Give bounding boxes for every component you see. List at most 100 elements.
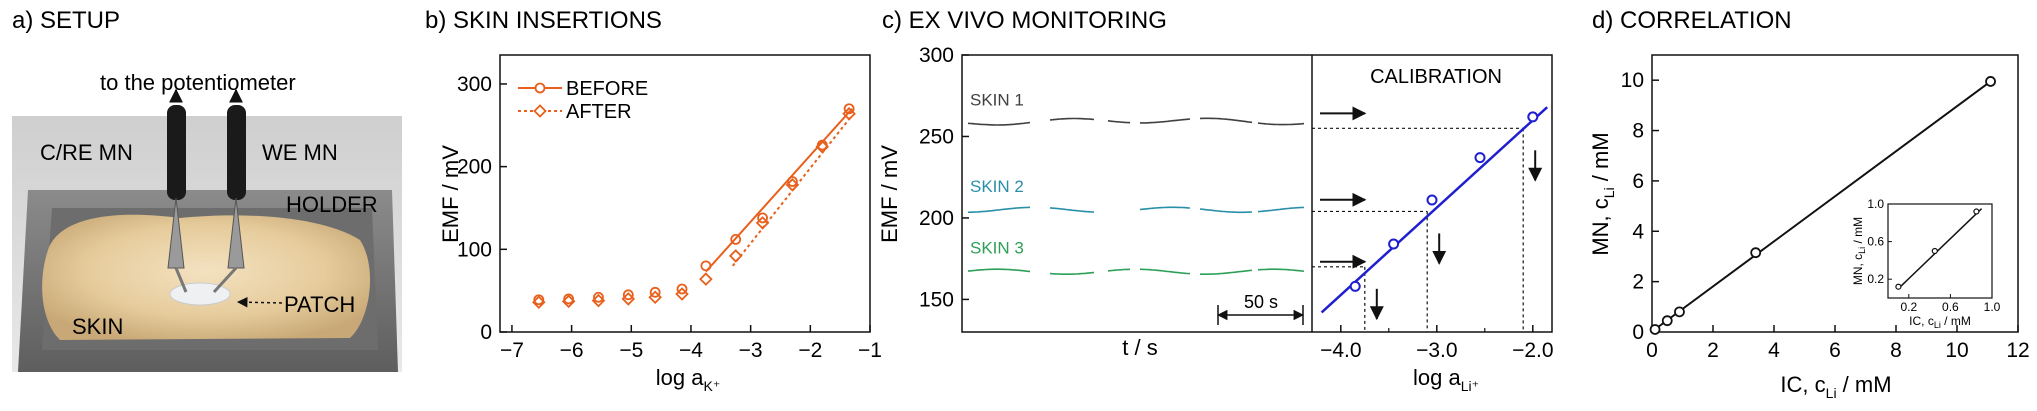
trace-segment (1257, 268, 1305, 272)
point-before (622, 289, 634, 301)
time-scale-bar: 50 s (1216, 292, 1305, 325)
calibration-point (1474, 152, 1486, 164)
calibration-point (1426, 194, 1438, 206)
panel-d-correlation: d) CORRELATION 0 2 4 6 8 10 12 0 2 4 6 8 10 0.2 0.6 1.… (1588, 7, 2030, 401)
point-before (593, 291, 604, 303)
y-tick-label: 2 (1632, 271, 1644, 294)
y-tick-label: 0 (1632, 321, 1644, 344)
y-tick-label: 4 (1632, 220, 1644, 243)
panel-c-plot-frame (961, 54, 1553, 333)
panel-b-skin-insertions: b) SKIN INSERTIONS −7 −6 −5 −4 −3 −2 −1 0 100 200… (425, 7, 882, 394)
panel-d-title: d) CORRELATION (1592, 7, 1792, 34)
point-before (843, 103, 855, 115)
panel-c-axes: 150 200 250 300 −4.0 −3.0 −2.0 (919, 44, 1554, 362)
trace-segment (967, 206, 1031, 214)
trace-segment (967, 121, 1031, 126)
legend-label: AFTER (566, 101, 632, 123)
y-tick-label: 300 (919, 44, 954, 67)
inset-ylabel: MN, cLi / mM (1851, 217, 1867, 285)
point-after (591, 293, 606, 308)
y-tick-label: 250 (919, 125, 954, 148)
trace-segment (1139, 206, 1191, 211)
panel-b-axes: −7 −6 −5 −4 −3 −2 −1 0 100 200 300 (457, 73, 882, 362)
panel-a-title: a) SETUP (12, 7, 120, 34)
trace-segment (1049, 271, 1095, 275)
skin-foam (42, 214, 371, 340)
point-after (842, 106, 856, 121)
calibration-point (1388, 238, 1400, 250)
inset-y-tick-label: 0.6 (1867, 235, 1884, 249)
point-before (533, 294, 545, 306)
y-tick-label: 0 (480, 321, 492, 344)
trace-label: SKIN 1 (970, 90, 1024, 109)
x-tick-label: 2 (1707, 339, 1719, 362)
panel-d-axes: 0 2 4 6 8 10 12 0 2 4 6 8 10 (1621, 69, 2030, 362)
y-tick-label: 200 (457, 156, 492, 179)
calibration-point (1527, 111, 1539, 123)
cre-electrode-cable (167, 105, 188, 293)
trace-segment (1140, 118, 1191, 124)
y-tick-label: 10 (1621, 69, 1644, 92)
inset-point (1973, 208, 1980, 215)
x-tick-label: −7 (500, 339, 524, 362)
inset-y-tick-label: 1.0 (1867, 197, 1884, 211)
inset-point (1895, 283, 1902, 290)
panel-d-ylabel: MN, cLi / mM (1588, 132, 1617, 255)
panel-b-ylabel: EMF / mV (438, 145, 463, 243)
trace-segment (967, 268, 1031, 273)
setup-photo (12, 88, 402, 372)
label-patch: PATCH (284, 292, 355, 317)
point-after (815, 140, 830, 154)
y-tick-label: 6 (1632, 170, 1644, 193)
trace-segment (1049, 207, 1095, 213)
inset-point (1931, 247, 1938, 255)
panel-d-xlabel: IC, cLi / mM (1780, 372, 1891, 401)
panel-b-plot-frame (499, 54, 871, 333)
trace-segment (1200, 269, 1253, 275)
trace-segment (1257, 206, 1305, 213)
panel-d-series (1649, 76, 1996, 335)
correlation-point (1750, 247, 1762, 259)
x-tick-label: 4 (1768, 339, 1780, 362)
inset-y-tick-label: 0.2 (1867, 272, 1884, 286)
legend-label: BEFORE (566, 78, 648, 100)
point-before (787, 176, 798, 187)
we-electrode-cable (212, 105, 246, 294)
panel-c-ylabel: EMF / mV (877, 145, 902, 243)
trace-segment (1049, 117, 1095, 121)
y-tick-label: 200 (919, 207, 954, 230)
point-after (648, 290, 662, 305)
inset-x-tick-label: 0.6 (1942, 300, 1959, 314)
point-after (621, 292, 636, 306)
trace-segment (1107, 268, 1131, 272)
x-tick-label: −1 (858, 339, 882, 362)
x-tick-label: −2.0 (1512, 339, 1553, 362)
y-tick-label: 300 (457, 73, 492, 96)
legend-marker (533, 104, 547, 118)
x-tick-label: −5 (619, 339, 643, 362)
x-tick-label: −3.0 (1416, 339, 1457, 362)
patch-pointer (236, 296, 283, 308)
point-before (700, 260, 712, 272)
point-after (532, 295, 546, 310)
y-tick-label: 8 (1632, 120, 1644, 143)
panel-c-xlabel-log: log aLi⁺ (1413, 365, 1479, 394)
trace-segment (1107, 120, 1131, 124)
x-tick-label: 6 (1829, 339, 1841, 362)
x-tick-label: −4 (679, 339, 703, 362)
correlation-point (1661, 315, 1673, 327)
panel-c-xlabel-time: t / s (1122, 335, 1157, 360)
scale-bar-label: 50 s (1244, 292, 1278, 312)
label-potentiometer: to the potentiometer (100, 70, 296, 95)
correlation-fit-line (1651, 80, 1992, 333)
inset-fit-line (1897, 208, 1983, 290)
point-before (649, 286, 661, 298)
panel-b-series (532, 103, 856, 310)
x-tick-label: −6 (560, 339, 584, 362)
x-tick-label: 8 (1890, 339, 1902, 362)
correlation-point (1674, 306, 1685, 318)
panel-d-inset: 0.2 0.6 1.0 0.2 0.6 1.0 IC, cLi / mM MN, cLi / … (1851, 197, 2001, 330)
x-tick-label: −4.0 (1320, 339, 1361, 362)
legend-marker (534, 82, 546, 94)
